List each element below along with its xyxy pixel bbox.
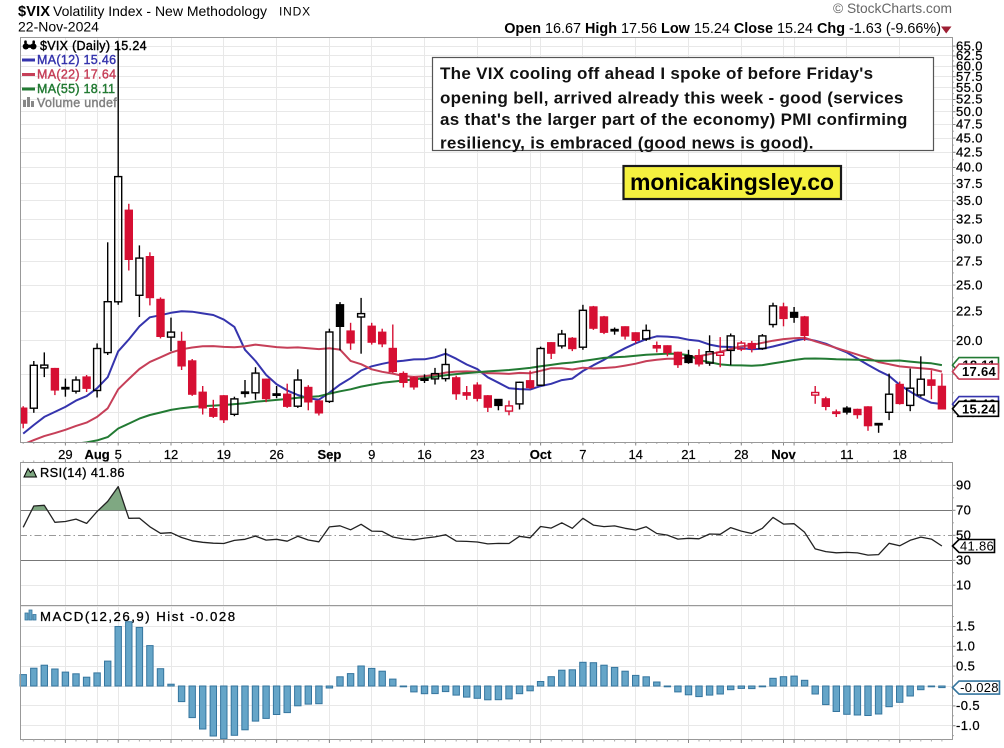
svg-text:37.5: 37.5	[956, 176, 983, 191]
svg-text:-0.028: -0.028	[960, 680, 999, 695]
svg-text:MA(55) 18.11: MA(55) 18.11	[37, 82, 115, 96]
svg-text:as that's the larger part of t: as that's the larger part of the economy…	[440, 110, 908, 129]
svg-text:opening bell, arrived already: opening bell, arrived already this week …	[440, 89, 904, 108]
svg-text:25.0: 25.0	[956, 277, 983, 292]
svg-text:© StockCharts.com: © StockCharts.com	[833, 1, 952, 16]
svg-text:30.0: 30.0	[956, 232, 983, 247]
svg-text:MACD(12,26,9) Hist -0.028: MACD(12,26,9) Hist -0.028	[40, 609, 237, 624]
svg-text:Volatility Index - New Methodo: Volatility Index - New Methodology	[53, 3, 267, 19]
svg-text:22.5: 22.5	[956, 304, 983, 319]
svg-text:1.0: 1.0	[956, 639, 975, 654]
svg-text:MA(12) 15.46: MA(12) 15.46	[37, 53, 116, 67]
svg-text:RSI(14) 41.86: RSI(14) 41.86	[40, 465, 125, 480]
svg-text:23: 23	[470, 447, 484, 462]
svg-text:65.0: 65.0	[956, 38, 983, 53]
svg-text:55.0: 55.0	[956, 80, 983, 95]
svg-text:19: 19	[217, 447, 231, 462]
svg-text:52.5: 52.5	[956, 92, 983, 107]
svg-text:27.5: 27.5	[956, 253, 983, 268]
svg-text:22-Nov-2024: 22-Nov-2024	[18, 19, 99, 35]
svg-text:Volume undef: Volume undef	[37, 96, 117, 110]
svg-text:14: 14	[628, 447, 642, 462]
svg-text:50.0: 50.0	[956, 104, 983, 119]
svg-text:The VIX cooling off ahead I sp: The VIX cooling off ahead I spoke of bef…	[440, 64, 873, 83]
svg-text:47.5: 47.5	[956, 117, 983, 132]
svg-text:Nov: Nov	[771, 447, 796, 462]
svg-text:0.5: 0.5	[956, 658, 975, 673]
svg-text:32.5: 32.5	[956, 212, 983, 227]
svg-text:20.0: 20.0	[956, 333, 983, 348]
svg-text:12: 12	[164, 447, 178, 462]
svg-text:-1.0: -1.0	[956, 718, 980, 733]
svg-text:45.0: 45.0	[956, 130, 983, 145]
svg-text:90: 90	[956, 478, 971, 493]
svg-text:Aug: Aug	[84, 447, 109, 462]
svg-text:42.5: 42.5	[956, 145, 983, 160]
svg-text:MA(22) 17.64: MA(22) 17.64	[37, 68, 116, 82]
svg-text:40.0: 40.0	[956, 160, 983, 175]
svg-text:$VIX: $VIX	[18, 4, 50, 20]
svg-text:10: 10	[956, 577, 971, 592]
svg-text:16: 16	[417, 447, 431, 462]
svg-text:Sep: Sep	[317, 447, 341, 462]
svg-text:9: 9	[368, 447, 375, 462]
svg-text:15.24: 15.24	[962, 401, 997, 416]
svg-text:Oct: Oct	[530, 447, 552, 462]
svg-text:30: 30	[956, 553, 971, 568]
svg-text:57.5: 57.5	[956, 69, 983, 84]
svg-text:$VIX (Daily) 15.24: $VIX (Daily) 15.24	[40, 39, 147, 53]
svg-text:11: 11	[840, 447, 854, 462]
svg-text:1.5: 1.5	[956, 619, 975, 634]
svg-text:21: 21	[681, 447, 695, 462]
svg-text:INDX: INDX	[279, 5, 311, 19]
svg-text:5: 5	[115, 447, 122, 462]
svg-text:18: 18	[892, 447, 906, 462]
svg-text:-0.5: -0.5	[956, 698, 980, 713]
svg-text:17.64: 17.64	[962, 364, 997, 379]
svg-text:26: 26	[269, 447, 283, 462]
svg-text:35.0: 35.0	[956, 193, 983, 208]
svg-text:70: 70	[956, 503, 971, 518]
svg-text:41.86: 41.86	[960, 539, 994, 554]
svg-text:Open 16.67 High 17.56 Low 15.2: Open 16.67 High 17.56 Low 15.24 Close 15…	[504, 21, 941, 37]
svg-text:62.5: 62.5	[956, 48, 983, 63]
svg-text:28: 28	[734, 447, 748, 462]
svg-text:7: 7	[579, 447, 586, 462]
svg-text:29: 29	[58, 447, 72, 462]
svg-text:60.0: 60.0	[956, 58, 983, 73]
svg-text:monicakingsley.co: monicakingsley.co	[630, 169, 834, 195]
svg-text:resiliency, is embraced (good: resiliency, is embraced (good news is go…	[440, 134, 814, 153]
